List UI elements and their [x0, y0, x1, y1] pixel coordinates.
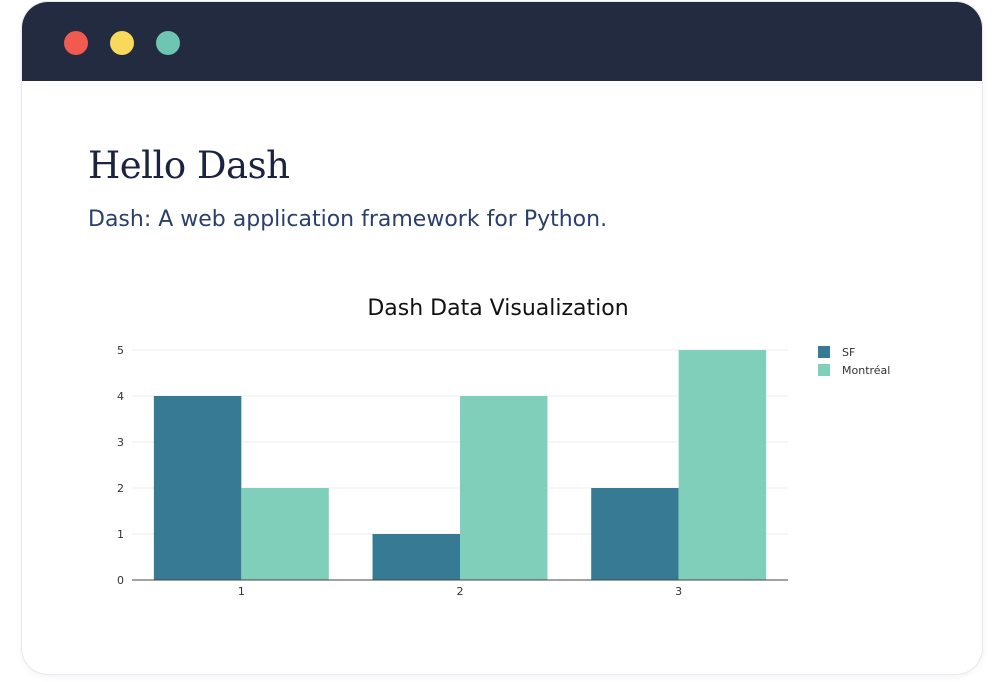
app-window: Hello Dash Dash: A web application frame…: [22, 2, 982, 674]
legend-label[interactable]: Montréal: [842, 364, 890, 377]
x-tick-label: 1: [238, 585, 245, 598]
bar-sf-3[interactable]: [591, 488, 679, 580]
y-tick-label: 2: [117, 482, 124, 495]
bar-sf-2[interactable]: [372, 534, 460, 580]
bar-chart: Dash Data Visualization 0 1 2 3 4 5 1 2 3 SF Mont…: [117, 296, 890, 598]
y-tick-label: 4: [117, 390, 124, 403]
maximize-window-button[interactable]: [156, 31, 180, 55]
x-tick-label: 3: [675, 585, 682, 598]
x-tick-label: 2: [457, 585, 464, 598]
y-tick-label: 1: [117, 528, 124, 541]
legend-swatch[interactable]: [818, 346, 830, 358]
close-window-button[interactable]: [64, 31, 88, 55]
chart-axes: 0 1 2 3 4 5 1 2 3: [117, 344, 788, 598]
bar-montr-al-2[interactable]: [460, 396, 548, 580]
bar-montr-al-1[interactable]: [241, 488, 329, 580]
minimize-window-button[interactable]: [110, 31, 134, 55]
legend-label[interactable]: SF: [842, 346, 855, 359]
bar-montr-al-3[interactable]: [678, 350, 767, 580]
y-tick-label: 5: [117, 344, 124, 357]
legend-swatch[interactable]: [818, 364, 830, 376]
chart-bars: [153, 350, 767, 580]
y-tick-label: 0: [117, 574, 124, 587]
chart-title: Dash Data Visualization: [367, 296, 628, 321]
page-title: Hello Dash: [88, 144, 290, 187]
window-titlebar: [22, 2, 982, 81]
bar-sf-1[interactable]: [153, 396, 242, 580]
y-tick-label: 3: [117, 436, 124, 449]
page-subtitle: Dash: A web application framework for Py…: [88, 207, 608, 232]
chart-legend: SF Montréal: [818, 346, 890, 377]
